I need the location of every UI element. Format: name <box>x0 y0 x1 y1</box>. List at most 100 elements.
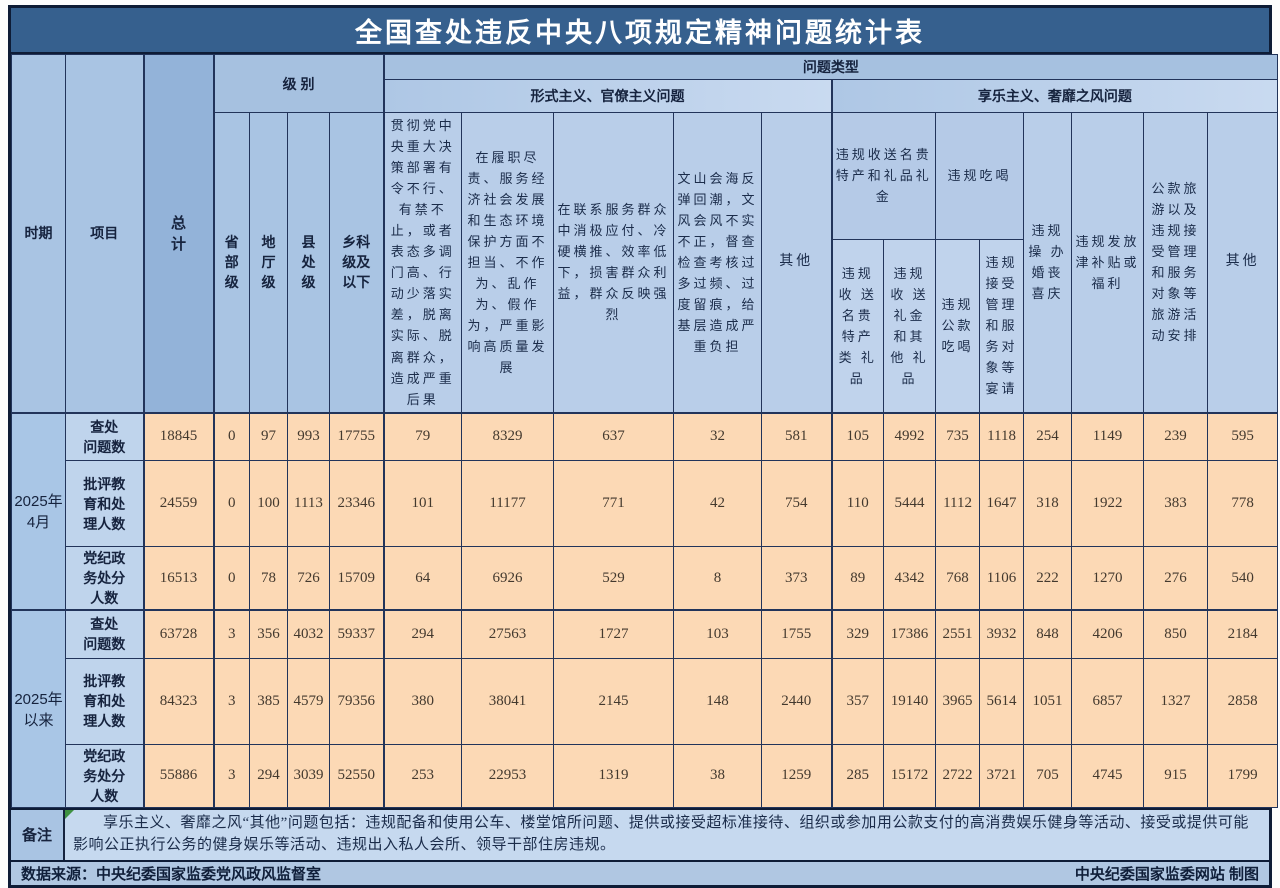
data-cell: 3039 <box>287 743 330 808</box>
data-cell: 1755 <box>761 609 833 659</box>
data-cell: 3932 <box>979 609 1025 659</box>
data-cell: 1270 <box>1071 546 1145 611</box>
data-cell: 239 <box>1143 411 1209 462</box>
statistics-sheet: 全国查处违反中央八项规定精神问题统计表 时期 项目 总 计 级 别 问题类型 形… <box>8 5 1279 888</box>
data-cell: 705 <box>1023 743 1073 808</box>
data-cell: 24559 <box>142 460 214 548</box>
period-cell: 2025年 4月 <box>11 411 66 611</box>
data-cell: 64 <box>382 546 463 611</box>
data-cell: 1118 <box>979 411 1025 462</box>
data-cell: 3 <box>212 657 250 745</box>
data-cell: 1319 <box>553 743 675 808</box>
data-cell: 294 <box>249 743 288 808</box>
col-header-banquet-invitations: 违规 接受 管理 和服 务对 象等 宴请 <box>979 238 1025 414</box>
data-cell: 294 <box>382 609 463 659</box>
data-cell: 97 <box>249 411 288 462</box>
data-cell: 276 <box>1143 546 1209 611</box>
data-cell: 771 <box>553 460 675 548</box>
data-cell: 0 <box>212 411 250 462</box>
data-cell: 27563 <box>461 609 555 659</box>
data-cell: 318 <box>1023 460 1073 548</box>
col-header-gift-specialty: 违规收 送名贵 特产类 礼品 <box>830 238 885 414</box>
data-cell: 18845 <box>142 411 214 462</box>
data-cell: 42 <box>673 460 763 548</box>
data-cell: 1259 <box>761 743 833 808</box>
data-cell: 4579 <box>287 657 330 745</box>
data-cell: 1106 <box>979 546 1025 611</box>
group-header-gifts: 违规收送名贵特产和礼品礼金 <box>830 112 937 240</box>
data-cell: 1922 <box>1071 460 1145 548</box>
data-cell: 2184 <box>1207 609 1279 659</box>
data-cell: 4745 <box>1071 743 1145 808</box>
data-cell: 581 <box>761 411 833 462</box>
data-cell: 1727 <box>553 609 675 659</box>
data-cell: 3721 <box>979 743 1025 808</box>
data-cell: 726 <box>287 546 330 611</box>
period-cell: 2025年 以来 <box>11 609 66 808</box>
data-cell: 637 <box>553 411 675 462</box>
col-header-period: 时期 <box>11 53 66 414</box>
data-cell: 3965 <box>935 657 981 745</box>
data-cell: 1112 <box>935 460 981 548</box>
data-cell: 329 <box>830 609 885 659</box>
data-cell: 5444 <box>883 460 937 548</box>
data-cell: 1149 <box>1071 411 1145 462</box>
data-cell: 1051 <box>1023 657 1073 745</box>
data-cell: 253 <box>382 743 463 808</box>
data-cell: 754 <box>761 460 833 548</box>
data-cell: 768 <box>935 546 981 611</box>
data-cell: 11177 <box>461 460 555 548</box>
data-cell: 1113 <box>287 460 330 548</box>
row-label: 查处 问题数 <box>65 411 144 462</box>
credit-text: 中央纪委国家监委网站 制图 <box>1074 865 1259 883</box>
group-header-level: 级 别 <box>212 54 385 113</box>
data-cell: 17755 <box>328 411 385 462</box>
data-cell: 285 <box>830 743 885 808</box>
col-header-item: 项目 <box>65 53 144 414</box>
data-cell: 373 <box>761 546 833 611</box>
data-cell: 110 <box>830 460 885 548</box>
data-cell: 6926 <box>461 546 555 611</box>
page-title: 全国查处违反中央八项规定精神问题统计表 <box>11 8 1269 54</box>
col-header-prefecture-level: 地 厅 级 <box>249 111 288 414</box>
data-cell: 850 <box>1143 609 1209 659</box>
data-cell: 4992 <box>883 411 937 462</box>
data-cell: 38 <box>673 743 763 808</box>
col-header-formalism-2: 在履职尽责、服务经济社会发展和生态环境保护方面不担当、不作为、乱作为、假作为，严… <box>461 111 555 414</box>
data-cell: 2551 <box>935 609 981 659</box>
data-cell: 1327 <box>1143 657 1209 745</box>
data-cell: 1799 <box>1207 743 1279 808</box>
col-header-province-level: 省 部 级 <box>212 111 250 414</box>
note-label: 备注 <box>11 809 65 860</box>
data-cell: 89 <box>830 546 885 611</box>
data-cell: 4032 <box>287 609 330 659</box>
data-cell: 356 <box>249 609 288 659</box>
data-cell: 8 <box>673 546 763 611</box>
statistics-table: 时期 项目 总 计 级 别 问题类型 形式主义、官僚主义问题 享乐主义、奢靡之风… <box>11 53 1279 808</box>
footer-bar: 数据来源：中央纪委国家监委党风政风监督室 中央纪委国家监委网站 制图 <box>11 859 1269 885</box>
col-header-gift-money: 违规收 送礼金 和其他 礼品 <box>883 238 937 414</box>
data-cell: 63728 <box>142 609 214 659</box>
data-cell: 3 <box>212 743 250 808</box>
data-cell: 383 <box>1143 460 1209 548</box>
data-cell: 915 <box>1143 743 1209 808</box>
group-header-hedonism: 享乐主义、奢靡之风问题 <box>830 79 1279 113</box>
col-header-allowances: 违规发放 津补贴或 福利 <box>1071 111 1145 414</box>
row-label: 党纪政 务处分 人数 <box>65 743 144 808</box>
note-row: 备注 享乐主义、奢靡之风“其他”问题包括：违规配备和使用公车、楼堂馆所问题、提供… <box>11 807 1269 860</box>
data-cell: 357 <box>830 657 885 745</box>
col-header-public-funded-travel: 公款旅 游以及 违规接 受管理 和服务 对象等 旅游活 动安排 <box>1143 111 1209 414</box>
data-cell: 380 <box>382 657 463 745</box>
data-cell: 2145 <box>553 657 675 745</box>
data-cell: 0 <box>212 546 250 611</box>
data-cell: 100 <box>249 460 288 548</box>
data-cell: 0 <box>212 460 250 548</box>
data-cell: 5614 <box>979 657 1025 745</box>
data-cell: 4206 <box>1071 609 1145 659</box>
note-text: 享乐主义、奢靡之风“其他”问题包括：违规配备和使用公车、楼堂馆所问题、提供或接受… <box>73 814 1249 853</box>
data-cell: 778 <box>1207 460 1279 548</box>
data-cell: 59337 <box>328 609 385 659</box>
col-header-public-funds-dining: 违规 公款 吃喝 <box>935 238 981 414</box>
data-cell: 385 <box>249 657 288 745</box>
data-cell: 22953 <box>461 743 555 808</box>
